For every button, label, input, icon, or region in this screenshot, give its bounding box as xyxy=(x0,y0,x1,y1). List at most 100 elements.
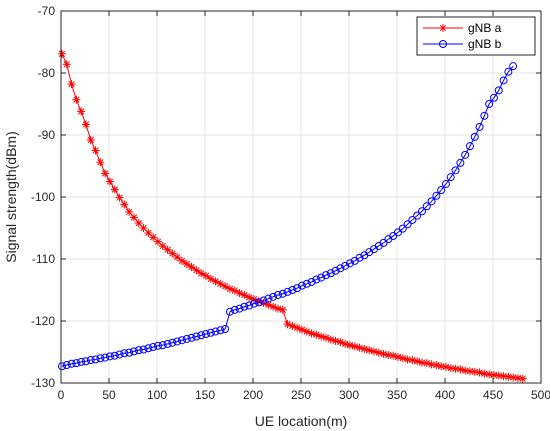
data-point xyxy=(509,62,518,71)
data-point xyxy=(225,307,234,316)
data-point xyxy=(235,304,244,313)
data-point xyxy=(216,279,225,288)
data-point xyxy=(499,76,508,85)
legend-label: gNB a xyxy=(468,21,502,35)
data-point xyxy=(57,362,66,371)
x-tick-label: 200 xyxy=(243,388,263,402)
data-point xyxy=(192,332,201,341)
data-point xyxy=(465,142,474,151)
data-point xyxy=(355,253,364,262)
legend-marker xyxy=(439,24,447,32)
data-point xyxy=(360,344,369,353)
data-point xyxy=(105,177,114,186)
data-point xyxy=(249,295,258,304)
y-tick-label: -70 xyxy=(38,4,56,18)
data-point xyxy=(509,373,518,382)
data-point xyxy=(513,374,522,383)
data-point xyxy=(134,219,143,228)
data-point xyxy=(230,305,239,314)
data-point xyxy=(168,338,177,347)
legend-box xyxy=(416,16,536,56)
series-0 xyxy=(57,49,527,383)
data-point xyxy=(278,305,287,314)
data-point xyxy=(182,259,191,268)
data-point xyxy=(413,357,422,366)
data-point xyxy=(312,330,321,339)
data-point xyxy=(283,287,292,296)
data-point xyxy=(355,343,364,352)
data-point xyxy=(101,353,110,362)
data-point xyxy=(91,355,100,364)
data-point xyxy=(403,220,412,229)
data-point xyxy=(86,135,95,144)
data-point xyxy=(273,304,282,313)
data-point xyxy=(480,111,489,120)
data-point xyxy=(81,120,90,129)
data-point xyxy=(96,158,105,167)
data-point xyxy=(456,365,465,374)
data-point xyxy=(350,342,359,351)
data-point xyxy=(144,344,153,353)
data-point xyxy=(201,271,210,280)
data-point xyxy=(101,169,110,178)
data-point xyxy=(192,266,201,275)
data-point xyxy=(96,354,105,363)
y-axis-label: Signal strength(dBm) xyxy=(3,131,19,263)
data-point xyxy=(269,292,278,301)
data-point xyxy=(365,346,374,355)
data-point xyxy=(245,301,254,310)
data-point xyxy=(240,302,249,311)
data-point xyxy=(129,347,138,356)
data-point xyxy=(86,356,95,365)
data-point xyxy=(341,261,350,270)
data-point xyxy=(216,326,225,335)
data-point xyxy=(139,345,148,354)
x-tick-label: 350 xyxy=(387,388,407,402)
data-point xyxy=(221,282,230,291)
data-point xyxy=(504,67,513,76)
data-point xyxy=(432,361,441,370)
data-point xyxy=(259,296,268,305)
data-point xyxy=(475,368,484,377)
data-point xyxy=(177,256,186,265)
x-tick-label: 300 xyxy=(339,388,359,402)
data-point xyxy=(77,107,86,116)
data-point xyxy=(77,357,86,366)
data-point xyxy=(321,271,330,280)
data-point xyxy=(398,224,407,233)
x-tick-label: 400 xyxy=(435,388,455,402)
data-point xyxy=(187,263,196,272)
data-point xyxy=(331,336,340,345)
legend-label: gNB b xyxy=(468,37,502,51)
data-point xyxy=(177,336,186,345)
data-point xyxy=(91,146,100,155)
data-point xyxy=(153,341,162,350)
data-point xyxy=(489,93,498,102)
data-point xyxy=(278,289,287,298)
data-point xyxy=(446,173,455,182)
x-tick-label: 500 xyxy=(531,388,550,402)
data-point xyxy=(389,351,398,360)
data-point xyxy=(379,349,388,358)
data-point xyxy=(81,357,90,366)
data-point xyxy=(62,60,71,69)
legend-item: gNB a xyxy=(423,21,502,35)
data-point xyxy=(331,266,340,275)
data-point xyxy=(326,335,335,344)
data-point xyxy=(125,348,134,357)
data-point xyxy=(187,333,196,342)
ticks: 0 50 100 150 200 250 300 350 400 450 500 -130 -120 -1… xyxy=(31,4,550,402)
data-point xyxy=(254,298,263,307)
data-point xyxy=(432,191,441,200)
data-point xyxy=(413,211,422,220)
data-point xyxy=(317,332,326,341)
data-point xyxy=(369,347,378,356)
legend-item: gNB b xyxy=(423,37,502,51)
data-point xyxy=(110,351,119,360)
series-layer xyxy=(57,49,527,383)
data-point xyxy=(408,356,417,365)
legend: gNB a gNB b xyxy=(416,16,536,56)
data-point xyxy=(197,269,206,278)
data-point xyxy=(451,166,460,175)
